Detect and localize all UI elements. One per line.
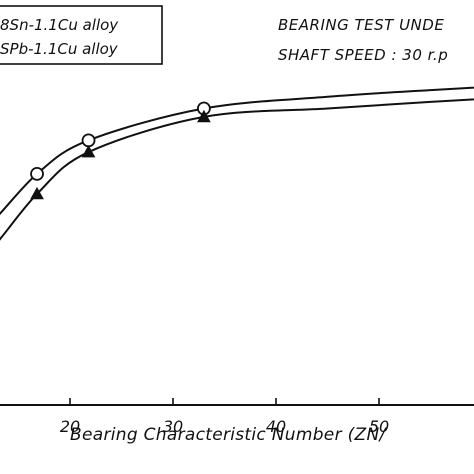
legend: 8Sn-1.1Cu alloy SPb-1.1Cu alloy bbox=[0, 5, 163, 65]
condition-line-2: SHAFT SPEED : 30 r.p bbox=[278, 46, 448, 64]
legend-label-circle: 8Sn-1.1Cu alloy bbox=[0, 16, 119, 34]
series-0-point-1 bbox=[30, 166, 44, 181]
series-layer bbox=[0, 86, 474, 241]
x-tick-label-1: 30 bbox=[163, 417, 183, 436]
series-1-line bbox=[0, 98, 474, 241]
series-1-point-3 bbox=[197, 109, 211, 123]
x-tick-label-3: 50 bbox=[369, 417, 389, 436]
series-0-point-2 bbox=[81, 133, 96, 148]
test-conditions: BEARING TEST UNDE SHAFT SPEED : 30 r.p bbox=[278, 16, 448, 64]
x-ticks bbox=[69, 398, 380, 405]
legend-box bbox=[0, 5, 163, 65]
condition-line-1: BEARING TEST UNDE bbox=[278, 16, 444, 34]
legend-label-triangle: SPb-1.1Cu alloy bbox=[0, 40, 119, 58]
x-axis-title: Bearing Characteristic Number (ZN/ bbox=[70, 425, 387, 445]
x-tick-labels: 203040506 bbox=[60, 417, 389, 436]
series-0-line bbox=[0, 86, 474, 216]
x-tick-label-0: 20 bbox=[60, 417, 80, 436]
series-1-point-1 bbox=[30, 186, 44, 200]
x-tick-label-2: 40 bbox=[266, 417, 286, 436]
series-1-point-2 bbox=[81, 145, 96, 158]
